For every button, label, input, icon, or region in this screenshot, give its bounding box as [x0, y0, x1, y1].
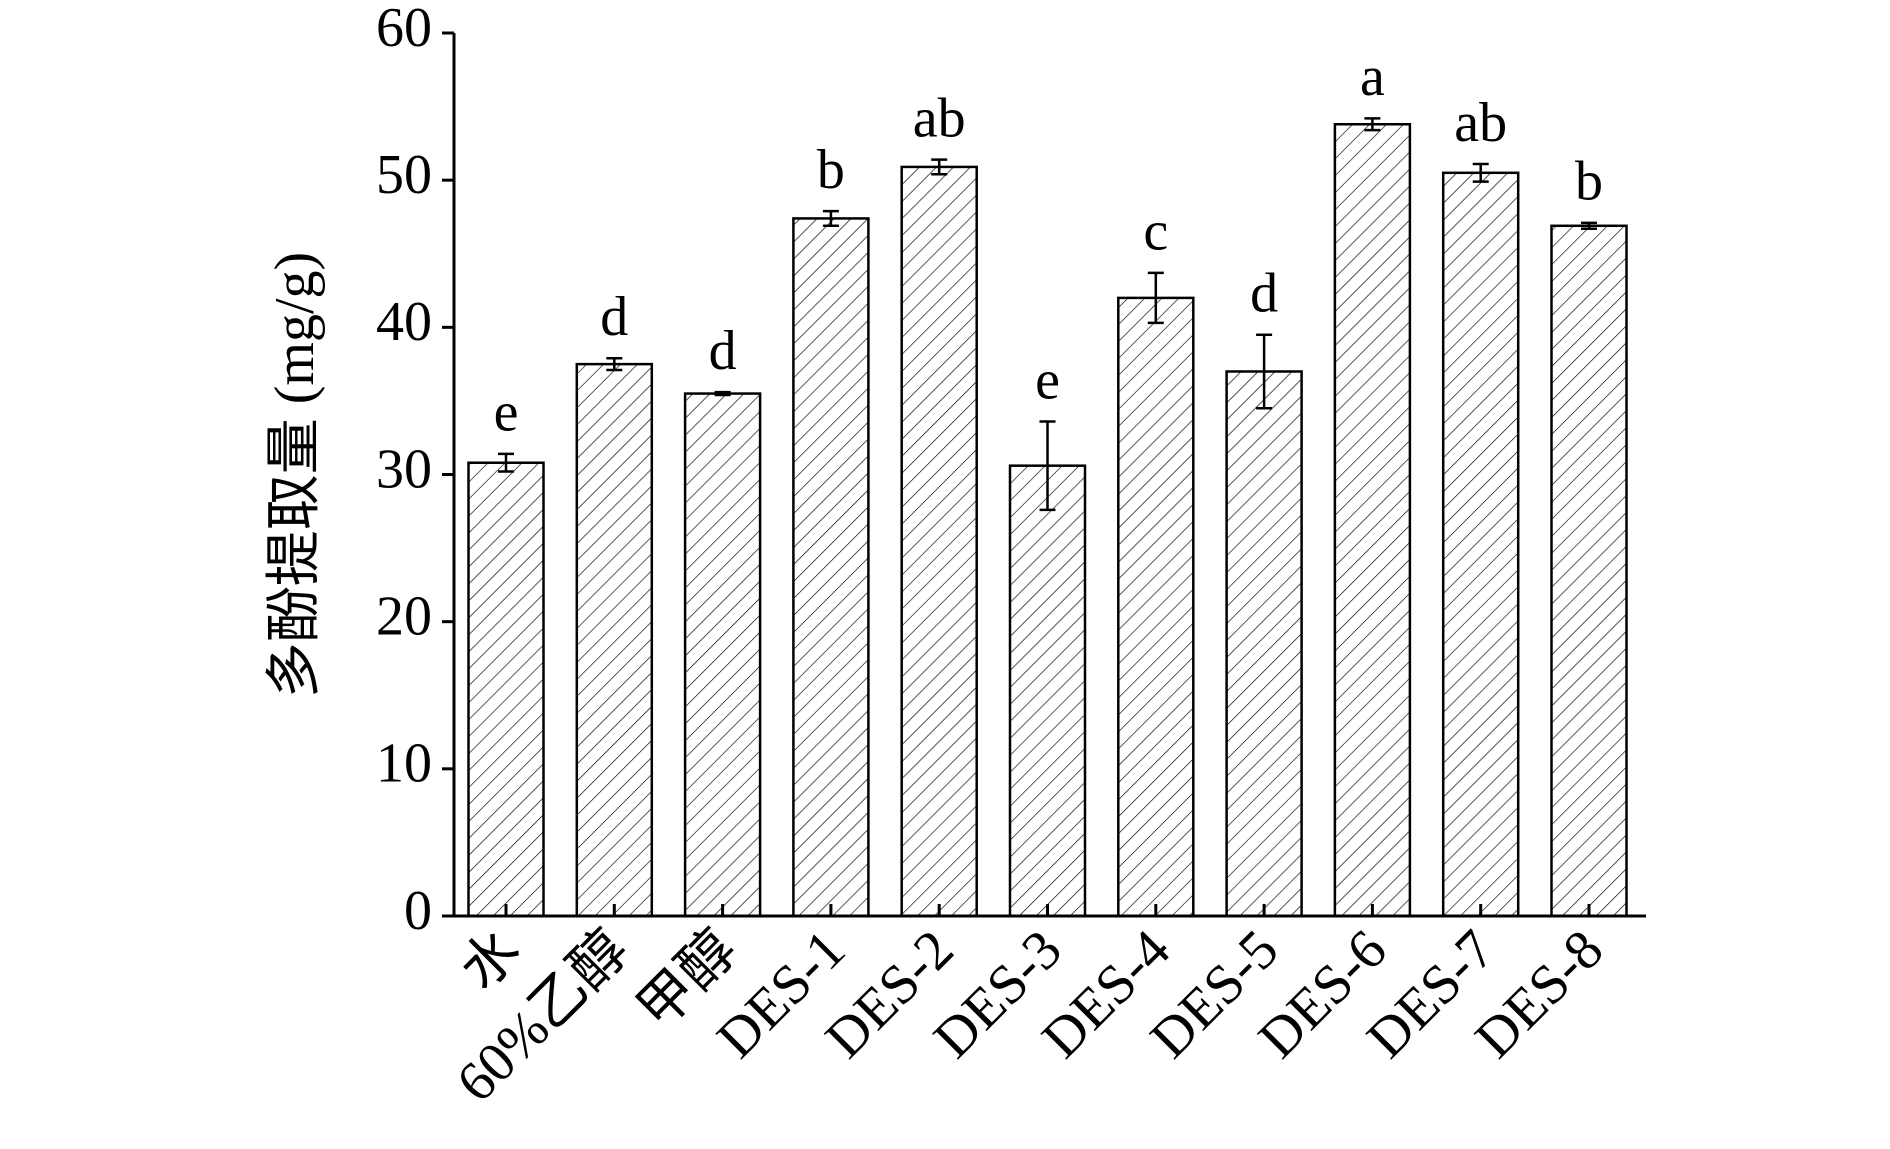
error-bar [1364, 117, 1381, 132]
error-bar [1039, 420, 1056, 512]
significance-letter: ab [1454, 92, 1507, 154]
y-axis-title: 多酚提取量 (mg/g) [264, 252, 326, 698]
bar [575, 362, 654, 918]
significance-letter: b [817, 139, 845, 201]
significance-letter: a [1360, 46, 1385, 108]
y-tick-label: 10 [376, 733, 432, 795]
y-tick-label: 40 [376, 291, 432, 353]
bar [1550, 224, 1628, 918]
y-tick-label: 60 [376, 0, 432, 59]
bar [1333, 122, 1412, 918]
significance-letter: d [600, 286, 628, 348]
significance-letter: d [1250, 263, 1278, 325]
significance-letter: b [1575, 151, 1603, 213]
bar [1117, 296, 1195, 918]
y-tick-label: 0 [404, 880, 432, 942]
bar [900, 165, 978, 918]
y-tick-label: 20 [376, 586, 432, 648]
significance-letter: e [494, 382, 519, 444]
error-bar [931, 158, 948, 176]
error-bar [1472, 162, 1489, 183]
bar [467, 461, 545, 918]
error-bar [606, 356, 623, 372]
y-tick-label: 50 [376, 144, 432, 206]
significance-letter: c [1143, 201, 1168, 263]
error-bar [714, 390, 731, 397]
x-tick-label: 水 [449, 918, 532, 1001]
significance-letter: d [709, 320, 737, 382]
error-bar [1256, 333, 1273, 410]
error-bar [498, 452, 514, 473]
bar [792, 217, 870, 918]
bar [683, 392, 762, 918]
y-tick-label: 30 [376, 438, 432, 500]
error-bar [822, 209, 839, 228]
bar [1008, 464, 1087, 918]
significance-letter: e [1035, 349, 1060, 411]
x-tick-label: DES-8 [1464, 918, 1616, 1070]
bar [1441, 171, 1520, 918]
bar [1225, 370, 1303, 918]
significance-letter: ab [913, 87, 966, 149]
error-bar [1581, 221, 1597, 230]
error-bar [1147, 271, 1164, 325]
